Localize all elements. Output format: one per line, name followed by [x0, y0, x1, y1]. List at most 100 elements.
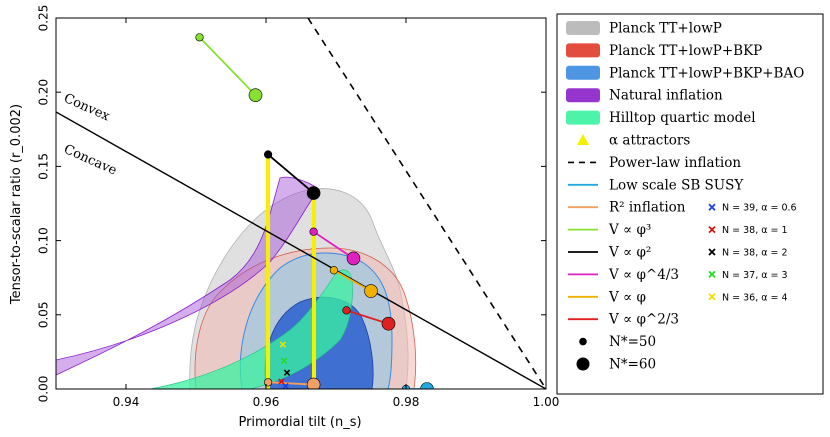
legend-label: Planck TT+lowP	[609, 21, 722, 37]
legend-entry: R² inflation	[568, 200, 686, 216]
power-law-inflation-line	[307, 18, 546, 389]
alpha-legend-label: N = 38, α = 2	[722, 248, 788, 259]
series-point-n60	[306, 186, 321, 200]
alpha-attractor-marker	[278, 378, 285, 385]
series-point-n60	[420, 382, 434, 389]
x-tick-label: 0.96	[253, 395, 280, 409]
y-axis-label: Tensor-to-scalar ratio (r_0.002)	[9, 104, 24, 305]
legend-entry: V ∝ φ²	[568, 245, 651, 261]
legend-label: Planck TT+lowP+BKP+BAO	[609, 65, 804, 81]
legend-swatch	[577, 134, 589, 145]
legend-label: V ∝ φ^2/3	[608, 312, 679, 328]
legend-label: Power-law inflation	[609, 155, 741, 171]
legend-entry: Natural inflation	[566, 88, 723, 104]
series-line	[313, 230, 355, 260]
legend-entry: V ∝ φ^2/3	[568, 312, 679, 328]
series-point-n50	[264, 150, 273, 159]
series-line	[346, 309, 389, 325]
series-line	[198, 36, 257, 96]
alpha-legend-entry: N = 39, α = 0.6	[708, 203, 797, 214]
legend-label: V ∝ φ²	[608, 245, 651, 261]
y-tick-label: 0.00	[37, 376, 51, 403]
series-point-n60	[364, 284, 378, 298]
y-tick-label: 0.15	[37, 153, 51, 180]
series-point-n50	[342, 306, 351, 315]
alpha-attractor-marker	[281, 357, 288, 364]
legend-swatch	[579, 337, 587, 346]
lines-layer	[56, 18, 546, 389]
legend-entry: V ∝ φ	[568, 289, 646, 305]
alpha-legend-label: N = 38, α = 1	[722, 225, 788, 236]
y-tick-label: 0.25	[37, 5, 51, 32]
legend-swatch	[566, 65, 600, 80]
legend-swatch	[566, 21, 600, 35]
alpha-legend-label: N = 39, α = 0.6	[722, 203, 797, 214]
legend-swatch	[566, 43, 600, 58]
series-point-n60	[306, 377, 321, 389]
series-point-n60	[346, 251, 361, 266]
legend-box	[556, 13, 824, 395]
legend-label: V ∝ φ	[608, 289, 646, 305]
alpha-legend-entry: N = 37, α = 3	[708, 270, 788, 281]
alpha-legend-marker	[708, 225, 716, 234]
contour-regions	[56, 155, 417, 389]
alpha-legend-entry: N = 38, α = 2	[708, 248, 788, 259]
series-point-n50	[329, 266, 339, 275]
series-line	[333, 269, 372, 292]
series-point-n60	[381, 316, 396, 331]
alpha-marker-stroke	[281, 357, 288, 364]
legend-label: V ∝ φ³	[608, 222, 651, 238]
series-point-n50	[309, 227, 318, 236]
alpha-marker-stroke	[279, 341, 286, 348]
x-tick-label: 0.98	[393, 395, 420, 409]
alpha-marker-stroke	[283, 369, 291, 376]
alpha-legend-marker	[708, 203, 716, 211]
alpha-legend-entry: N = 36, α = 4	[708, 292, 788, 303]
legend-entry: α attractors	[577, 133, 690, 149]
series-point-n50	[195, 33, 204, 42]
legend-entry: Hilltop quartic model	[566, 110, 756, 126]
alpha-attractor-marker	[283, 369, 291, 376]
series-line	[268, 381, 314, 386]
legend: Planck TT+lowP Planck TT+lowP+BKP Planck T…	[566, 21, 804, 373]
alpha-legend-label: N = 37, α = 3	[722, 270, 788, 281]
annotation-concave: Concave	[61, 142, 119, 179]
legend-swatch	[576, 357, 590, 371]
alpha-attractor-marker	[279, 341, 286, 348]
series-line	[267, 153, 315, 194]
legend-entry: V ∝ φ³	[568, 222, 651, 238]
natural-inflation-region	[56, 176, 319, 376]
legend-swatch	[566, 88, 600, 103]
legend-label: α attractors	[609, 133, 690, 149]
legend-label: Low scale SB SUSY	[609, 177, 744, 193]
legend-label: Natural inflation	[609, 88, 723, 104]
legend-entry: Planck TT+lowP+BKP	[566, 43, 762, 59]
legend-entry: N*=50	[579, 334, 656, 350]
y-tick-label: 0.10	[37, 227, 51, 254]
hilltop-quartic-region	[149, 269, 353, 389]
x-tick-label: 0.94	[113, 395, 140, 409]
alpha-legend-marker	[708, 248, 716, 256]
legend-entry: N*=60	[576, 357, 656, 373]
legend-entry: V ∝ φ^4/3	[568, 267, 679, 283]
series-point-n50	[264, 378, 273, 387]
alpha-attractor-bar-60	[312, 193, 316, 389]
legend-entry: Low scale SB SUSY	[568, 177, 744, 193]
alpha-legend-entry: N = 38, α = 1	[708, 225, 788, 236]
legend-entry: Planck TT+lowP	[566, 21, 722, 37]
alpha-attractor-bar-50	[266, 155, 270, 389]
alpha-legend-marker	[708, 270, 716, 279]
legend-entry: Planck TT+lowP+BKP+BAO	[566, 65, 804, 81]
legend-label: Hilltop quartic model	[609, 110, 756, 126]
alpha-legend-marker	[708, 293, 716, 301]
convex-concave-boundary-line	[56, 111, 546, 389]
legend-label: N*=60	[609, 357, 656, 373]
alpha-marker-stroke	[278, 378, 285, 385]
x-axis-label: Primordial tilt (n_s)	[238, 415, 361, 430]
legend-label: R² inflation	[609, 200, 686, 216]
y-tick-label: 0.20	[37, 79, 51, 106]
alpha-legend-label: N = 36, α = 4	[722, 292, 788, 303]
legend-label: V ∝ φ^4/3	[608, 267, 679, 283]
